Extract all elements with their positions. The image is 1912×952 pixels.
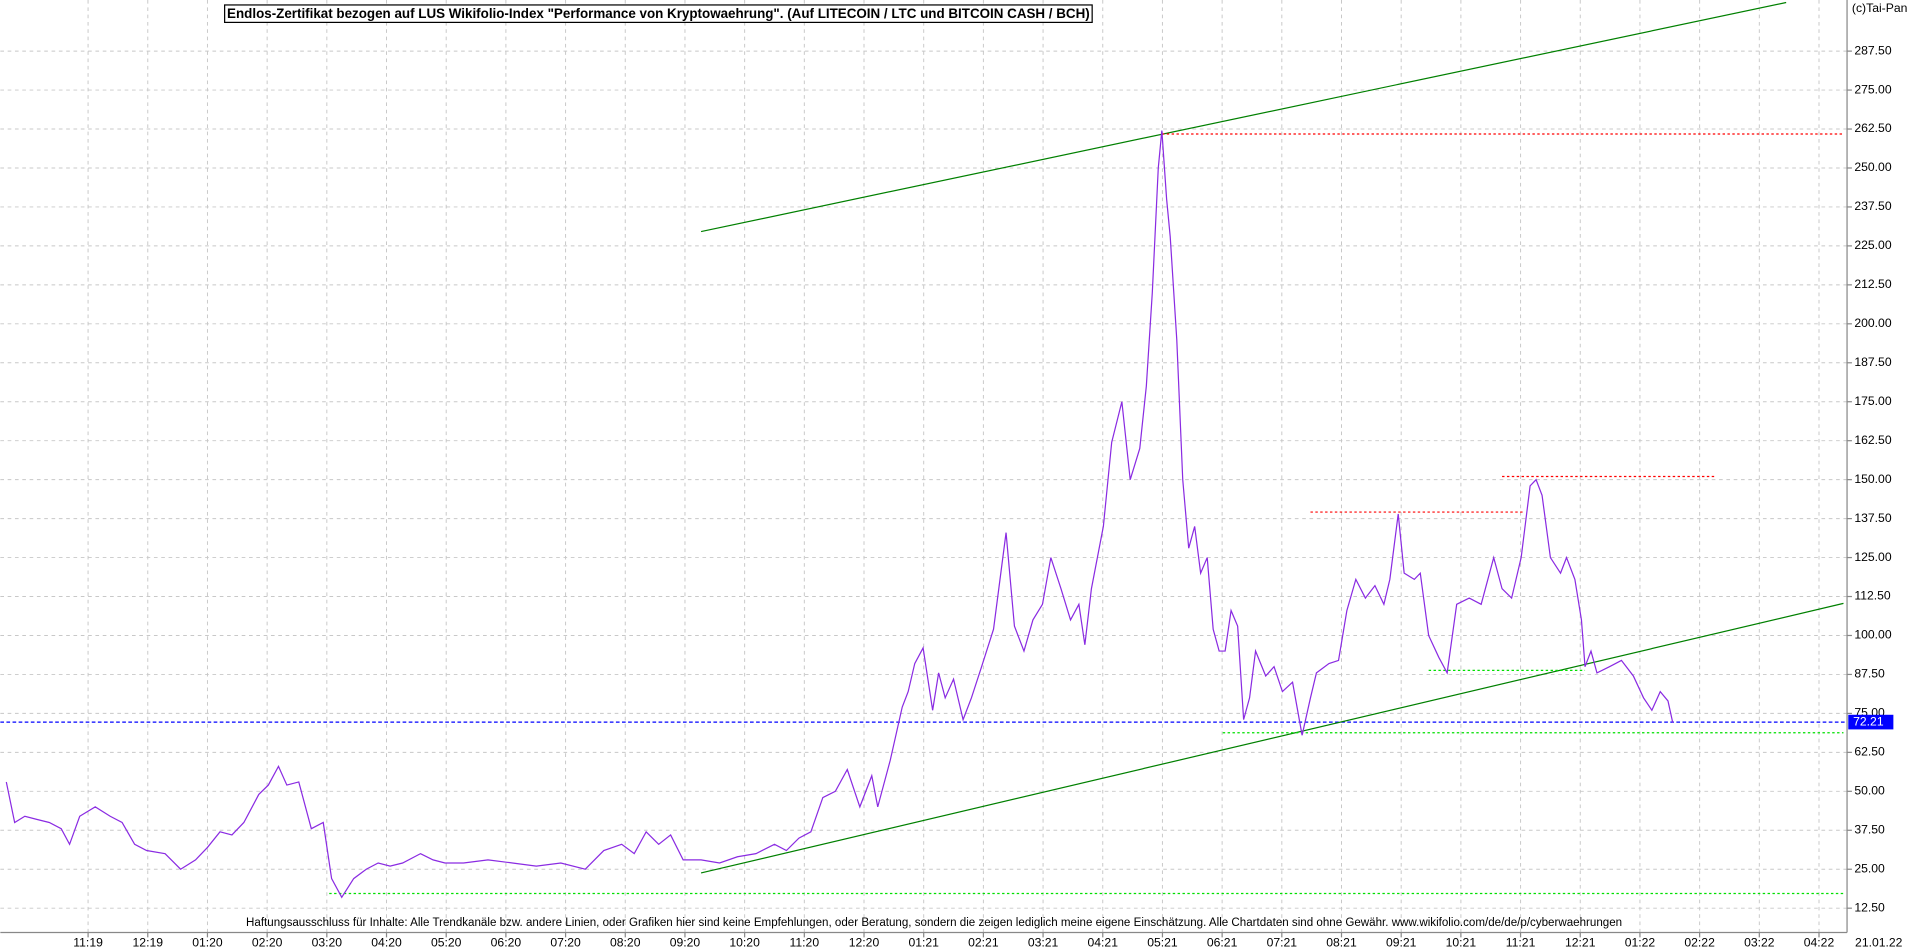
y-tick-label: 50.00: [1854, 784, 1885, 798]
x-tick-label: 09:20: [670, 936, 701, 950]
x-tick-label: 12:20: [849, 936, 880, 950]
y-tick-label: 100.00: [1854, 628, 1891, 642]
copyright: (c)Tai-Pan: [1852, 1, 1907, 15]
x-tick-label: 11:20: [790, 936, 820, 950]
y-tick-label: 150.00: [1854, 472, 1891, 486]
x-tick-label: 12:21: [1565, 936, 1596, 950]
y-tick-label: 212.50: [1854, 277, 1891, 291]
y-tick-label: 175.00: [1854, 394, 1891, 408]
x-tick-label: 04:21: [1088, 936, 1119, 950]
y-tick-label: 200.00: [1854, 316, 1891, 330]
x-tick-label: 07:21: [1267, 936, 1298, 950]
x-tick-label: 10:21: [1446, 936, 1477, 950]
x-tick-label: 02:20: [252, 936, 283, 950]
y-tick-label: 250.00: [1854, 160, 1891, 174]
x-tick-label: 08:20: [610, 936, 641, 950]
x-tick-label: 01:22: [1625, 936, 1656, 950]
x-tick-label: 03:20: [312, 936, 343, 950]
footer: Haftungsausschluss für Inhalte: Alle Tre…: [246, 917, 1622, 929]
y-tick-label: 275.00: [1854, 82, 1891, 96]
y-tick-label: 237.50: [1854, 199, 1891, 213]
x-tick-label: 09:21: [1386, 936, 1417, 950]
y-tick-label: 162.50: [1854, 433, 1891, 447]
x-tick-label: 03:21: [1028, 936, 1059, 950]
last-value-label: 72.21: [1853, 714, 1884, 728]
x-tick-label: 04:22: [1804, 936, 1835, 950]
x-tick-label: 02:22: [1684, 936, 1715, 950]
y-tick-label: 137.50: [1854, 511, 1891, 525]
date-label: 21.01.22: [1855, 936, 1903, 950]
trend-line: [700, 602, 1844, 874]
x-tick-label: 11:19: [73, 936, 103, 950]
x-tick-label: 08:21: [1326, 936, 1357, 950]
x-tick-label: 12:19: [133, 936, 164, 950]
x-tick-label: 04:20: [371, 936, 402, 950]
x-tick-label: 05:20: [431, 936, 462, 950]
last-value-box: [1848, 714, 1894, 730]
x-tick-label: 06:21: [1207, 936, 1238, 950]
x-tick-label: 06:20: [491, 936, 522, 950]
x-tick-label: 07:20: [550, 936, 581, 950]
x-tick-label: 01:20: [192, 936, 223, 950]
x-tick-label: 05:21: [1147, 936, 1178, 950]
y-tick-label: 125.00: [1854, 550, 1891, 564]
x-tick-label: 10:20: [729, 936, 760, 950]
x-tick-label: 03:22: [1744, 936, 1775, 950]
y-tick-label: 187.50: [1854, 355, 1891, 369]
trend-line: [700, 1, 1787, 233]
y-tick-label: 112.50: [1854, 589, 1891, 603]
y-tick-label: 12.50: [1854, 900, 1885, 914]
y-tick-label: 262.50: [1854, 121, 1891, 135]
y-tick-label: 25.00: [1854, 861, 1885, 875]
x-tick-label: 11:21: [1506, 936, 1536, 950]
price-line: [5, 130, 1674, 899]
y-tick-label: 225.00: [1854, 238, 1891, 252]
y-tick-label: 287.50: [1854, 43, 1891, 57]
chart-title: Endlos-Zertifikat bezogen auf LUS Wikifo…: [227, 6, 1090, 21]
y-tick-label: 87.50: [1854, 667, 1885, 681]
title-box: [224, 4, 1093, 24]
y-tick-label: 62.50: [1854, 745, 1885, 759]
x-tick-label: 01:21: [908, 936, 939, 950]
y-tick-label: 37.50: [1854, 822, 1885, 836]
x-tick-label: 02:21: [968, 936, 999, 950]
